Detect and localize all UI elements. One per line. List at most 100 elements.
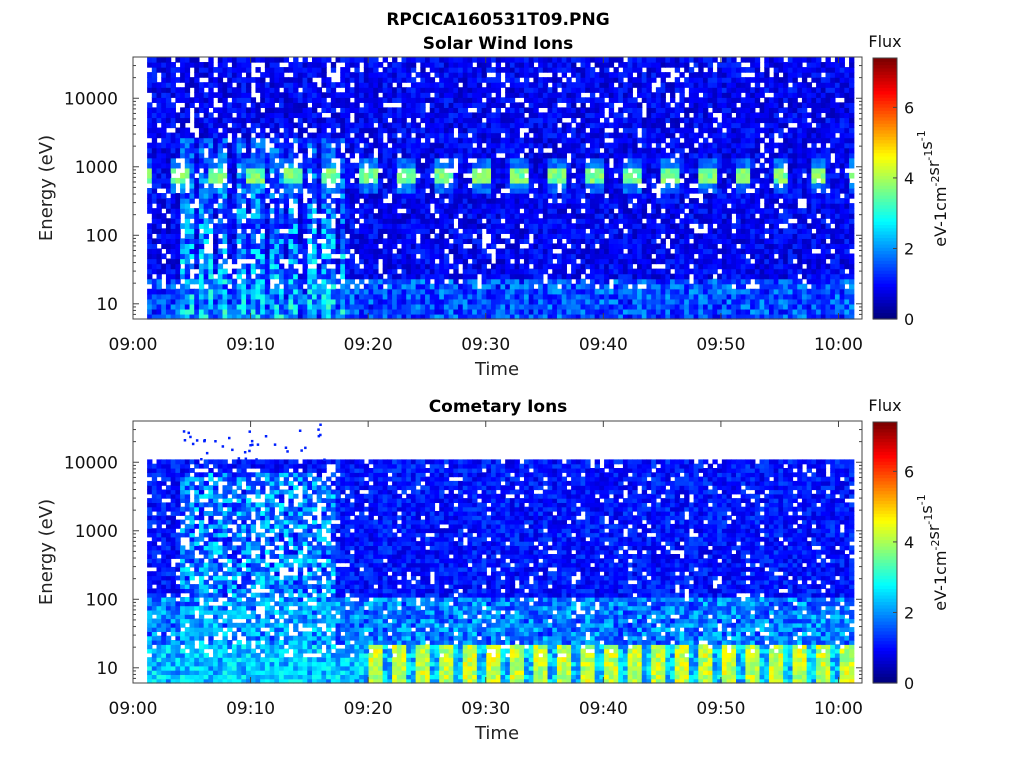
heatmap-cell [542, 182, 549, 189]
heatmap-cell [161, 198, 167, 204]
heatmap-cell [561, 172, 567, 179]
heatmap-cell [585, 57, 591, 63]
heatmap-cell [231, 188, 238, 194]
heatmap-cell [627, 273, 633, 280]
heatmap-cell [458, 223, 464, 229]
heatmap-cell [627, 268, 633, 275]
heatmap-cell [547, 228, 553, 234]
heatmap-cell [241, 243, 247, 250]
heatmap-cell [349, 223, 355, 229]
heatmap-cell [354, 77, 360, 83]
heatmap-cell [392, 298, 398, 305]
heatmap-cell [189, 97, 195, 103]
heatmap-cell [481, 188, 487, 194]
heatmap-cell [170, 92, 176, 98]
heatmap-cell [213, 198, 219, 204]
heatmap-cell [566, 102, 572, 108]
heatmap-cell [227, 172, 233, 179]
heatmap-cell [618, 198, 624, 204]
heatmap-cell [547, 288, 553, 295]
heatmap-cell [250, 107, 257, 114]
heatmap-cell [589, 218, 596, 224]
heatmap-cell [556, 157, 563, 164]
heatmap-cell [260, 223, 266, 229]
heatmap-cell [396, 213, 403, 219]
heatmap-cell [213, 288, 219, 295]
heatmap-cell [312, 188, 318, 194]
heatmap-cell [321, 308, 327, 315]
heatmap-cell [382, 298, 388, 305]
heatmap-cell [340, 303, 346, 310]
heatmap-cell [495, 228, 502, 234]
heatmap-cell [198, 137, 205, 144]
heatmap-cell [519, 117, 525, 124]
heatmap-cell [363, 112, 370, 119]
heatmap-cell [462, 228, 469, 234]
heatmap-cell [538, 132, 544, 139]
heatmap-cell [439, 152, 445, 159]
heatmap-cell [472, 122, 478, 129]
heatmap-cell [250, 303, 257, 310]
heatmap-cell [151, 157, 158, 164]
heatmap-cell [288, 228, 294, 234]
heatmap-cell [627, 152, 633, 159]
heatmap-cell [632, 288, 638, 295]
heatmap-cell [250, 283, 257, 290]
heatmap-cell [246, 308, 252, 315]
heatmap-cell [213, 298, 219, 305]
heatmap-cell [344, 137, 351, 144]
heatmap-cell [458, 238, 464, 245]
heatmap-cell [589, 157, 596, 164]
heatmap-cell [250, 268, 257, 275]
heatmap-cell [151, 152, 158, 159]
heatmap-cell [528, 137, 535, 144]
heatmap-cell [651, 308, 657, 315]
heatmap-cell [514, 87, 520, 93]
heatmap-cell [246, 87, 252, 93]
heatmap-cell [382, 268, 388, 275]
heatmap-cell [462, 263, 469, 270]
heatmap-cell [651, 258, 657, 265]
heatmap-cell [599, 82, 605, 88]
heatmap-cell [312, 62, 318, 68]
heatmap-cell [293, 293, 299, 300]
heatmap-cell [599, 182, 605, 189]
heatmap-cell [359, 157, 365, 164]
heatmap-cell [302, 57, 308, 63]
heatmap-cell [655, 117, 662, 124]
heatmap-cell [213, 308, 219, 315]
heatmap-cell [561, 157, 567, 164]
heatmap-cell [255, 142, 261, 149]
heatmap-cell [420, 238, 426, 245]
heatmap-cell [467, 117, 473, 124]
heatmap-cell [472, 313, 478, 320]
heatmap-cell [599, 218, 605, 224]
heatmap-cell [637, 72, 643, 78]
heatmap-cell [467, 137, 473, 144]
heatmap-cell [556, 243, 563, 250]
heatmap-cell [528, 57, 535, 63]
heatmap-cell [326, 213, 332, 219]
heatmap-cell [415, 182, 421, 189]
heatmap-cell [151, 238, 158, 245]
heatmap-cell [542, 293, 549, 300]
heatmap-cell [613, 142, 619, 149]
figure-title: RPCICA160531T09.PNG [386, 10, 609, 30]
heatmap-cell [184, 213, 191, 219]
heatmap-cell [330, 243, 337, 250]
heatmap-cell [580, 248, 586, 255]
heatmap-cell [575, 313, 582, 320]
heatmap-cell [151, 193, 158, 199]
heatmap-cell [651, 107, 657, 114]
heatmap-cell [481, 177, 487, 184]
heatmap-cell [476, 87, 483, 93]
heatmap-cell [222, 137, 228, 144]
heatmap-cell [613, 182, 619, 189]
heatmap-cell [443, 243, 450, 250]
heatmap-cell [585, 313, 591, 320]
heatmap-cell [241, 182, 247, 189]
heatmap-cell [288, 102, 294, 108]
heatmap-cell [180, 87, 186, 93]
heatmap-cell [575, 182, 582, 189]
heatmap-cell [458, 67, 464, 73]
